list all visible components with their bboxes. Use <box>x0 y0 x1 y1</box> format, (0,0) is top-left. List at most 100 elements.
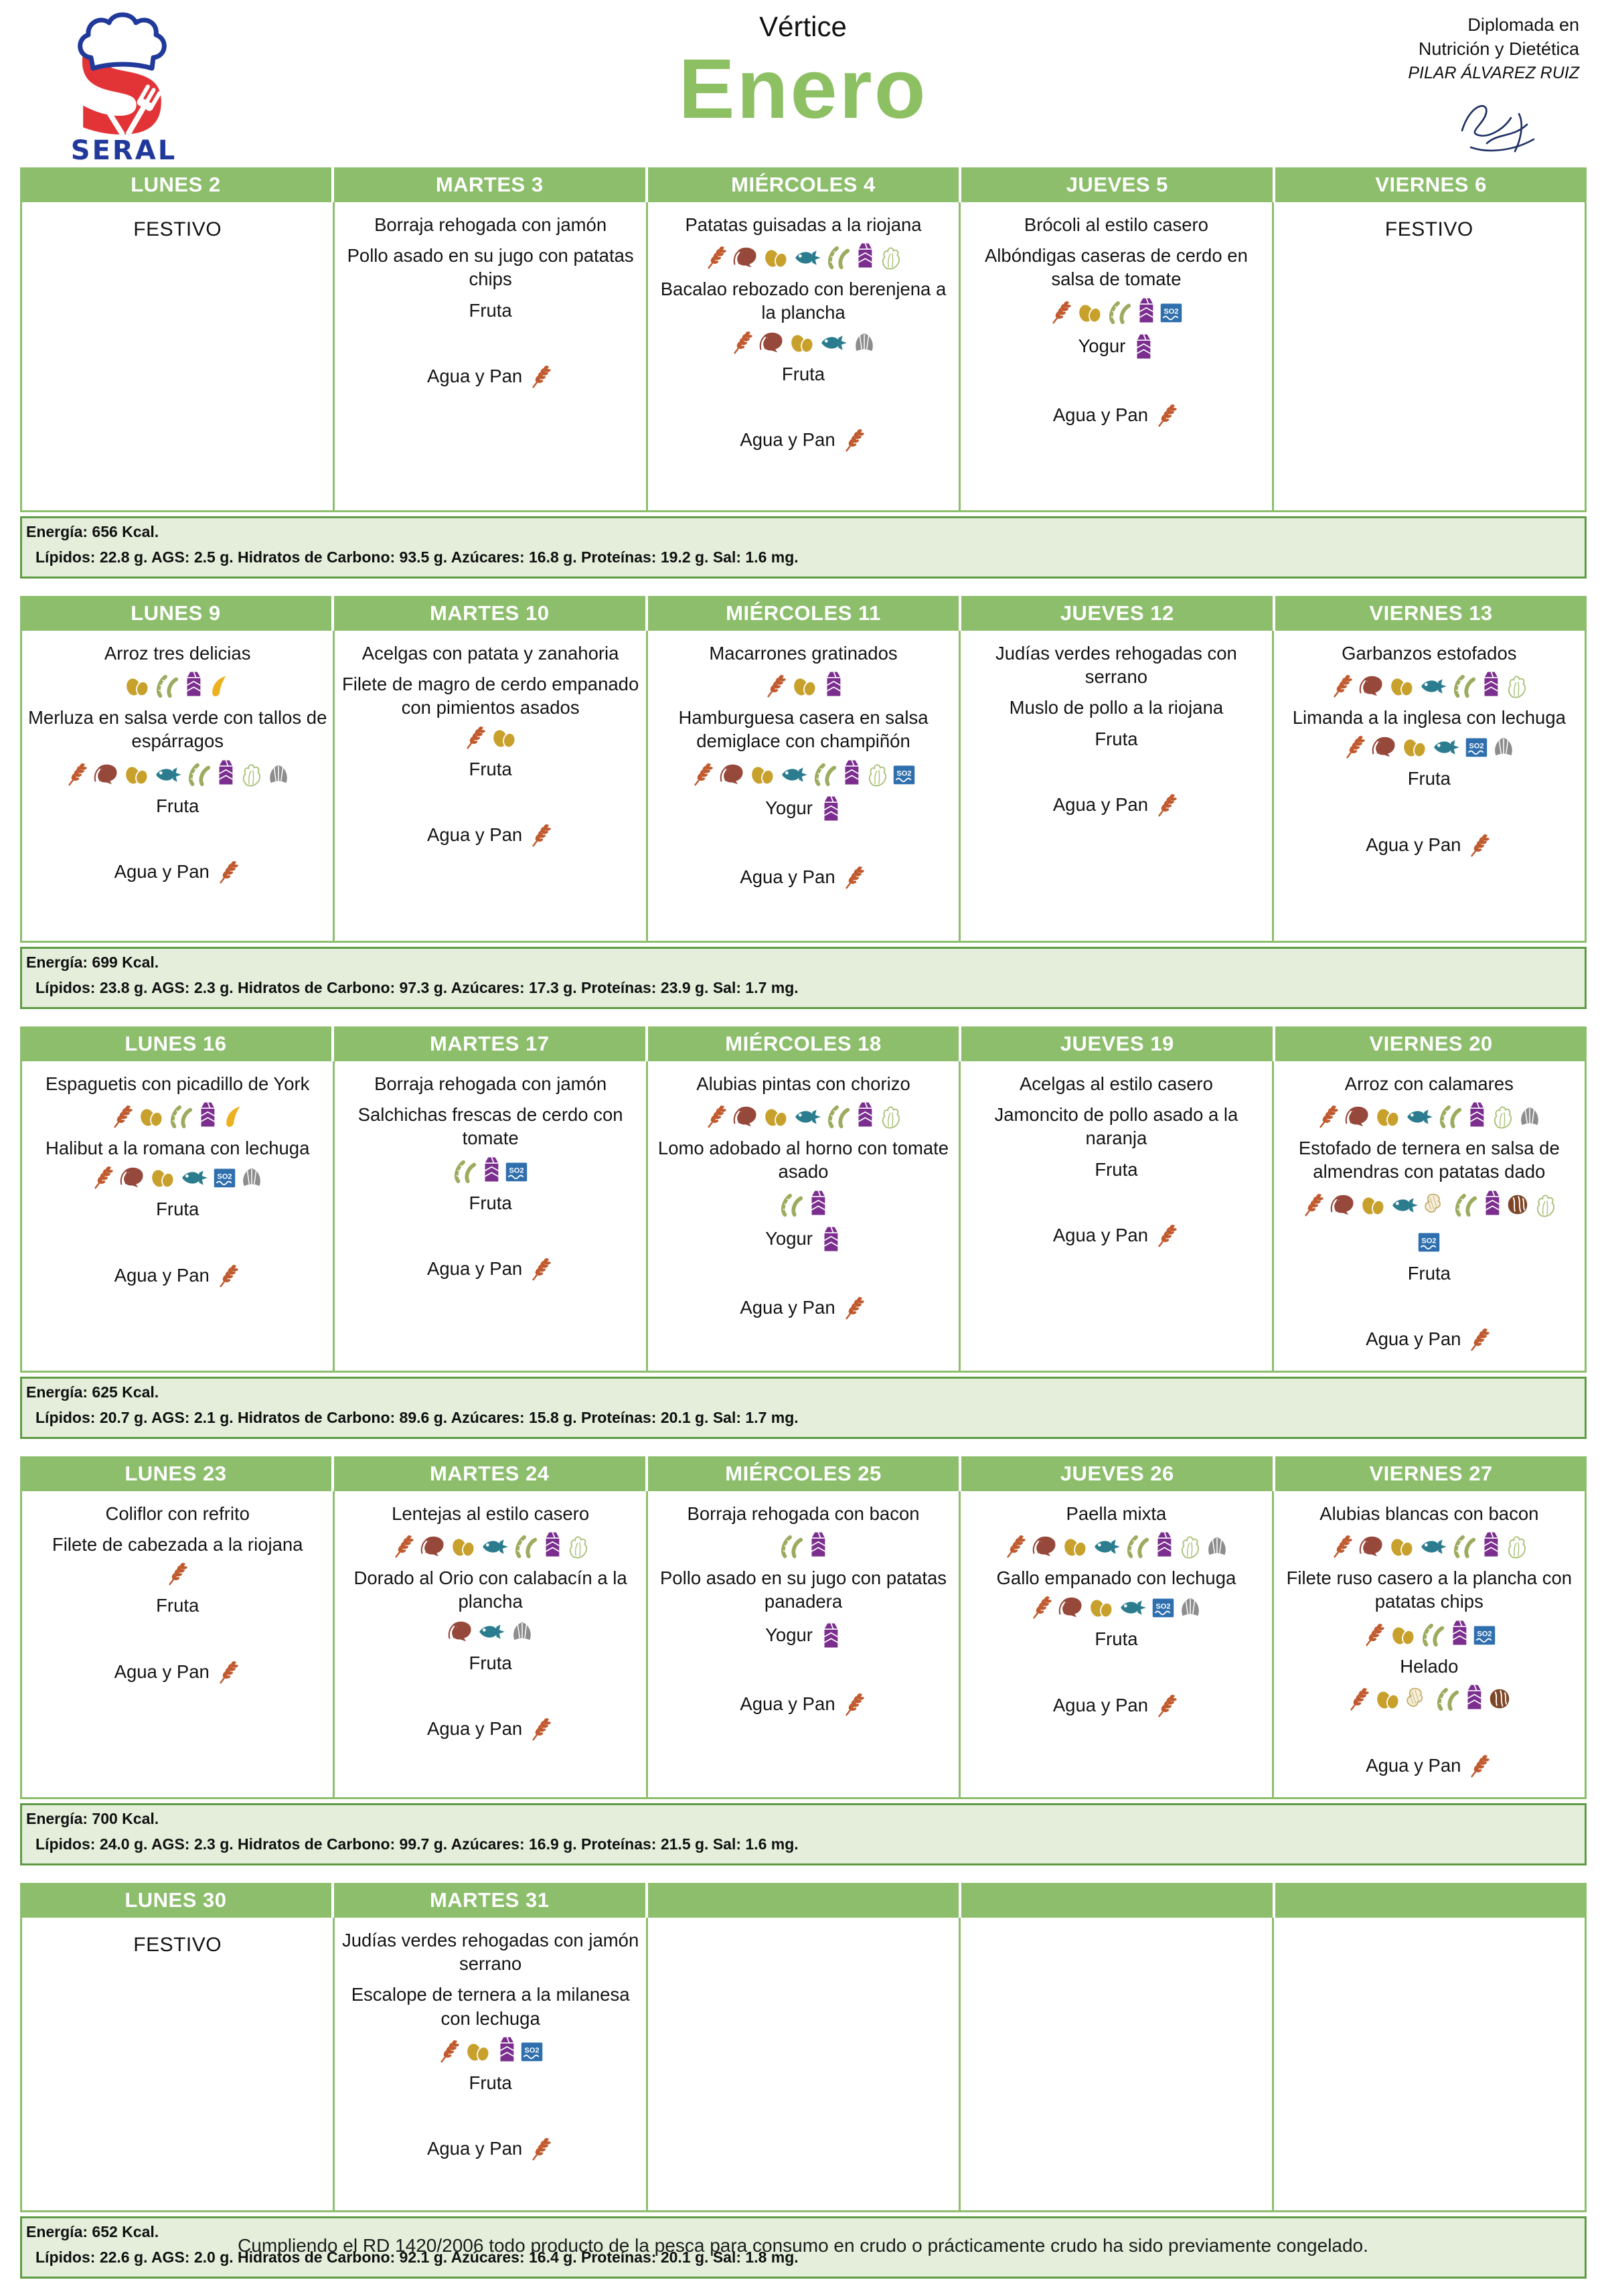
sulfites-allergen-icon <box>519 2039 544 2064</box>
dish-name: Hamburguesa casera en salsa demiglace co… <box>678 707 929 752</box>
allergen-row <box>1278 1618 1581 1647</box>
dish-name: Acelgas al estilo casero <box>1019 1073 1213 1094</box>
crustaceans-allergen-icon <box>1056 1594 1085 1620</box>
credential-line-1: Diplomada en <box>1467 15 1579 35</box>
menu-item: Fruta <box>339 299 641 322</box>
crustaceans-allergen-icon <box>1343 1103 1372 1129</box>
crustaceans-allergen-icon <box>731 244 760 270</box>
dish-name: Agua y Pan <box>652 1295 955 1320</box>
eggs-allergen-icon <box>1076 301 1105 325</box>
allergen-row <box>339 2035 641 2064</box>
milk-allergen-icon <box>181 670 204 698</box>
menu-item: Fruta <box>26 1594 329 1617</box>
sulfites-allergen-icon <box>1417 1229 1441 1254</box>
dish-name: Judías verdes rehogadas con jamón serran… <box>341 1930 639 1975</box>
menu-item: Hamburguesa casera en salsa demiglace co… <box>652 706 955 786</box>
celery-allergen-icon <box>1504 1533 1529 1559</box>
dish-name: Agua y Pan <box>339 364 641 389</box>
gluten-allergen-icon <box>64 761 90 787</box>
menu-item: Arroz con calamares <box>1278 1072 1581 1129</box>
dish-name: Fruta <box>1095 1628 1138 1650</box>
dish-name: Yogur <box>652 794 955 823</box>
week-body: Espaguetis con picadillo de York Halibut … <box>20 1061 1587 1373</box>
nutrition-energy: Energía: 700 Kcal. <box>26 1810 159 1827</box>
nutrition-strip: Energía: 700 Kcal. Lípidos: 24.0 g. AGS: … <box>20 1803 1587 1865</box>
dish-name: Merluza en salsa verde con tallos de esp… <box>28 707 327 752</box>
day-header: MIÉRCOLES 25 <box>645 1456 959 1491</box>
menu-item: Alubias blancas con bacon <box>1278 1502 1581 1559</box>
day-cell: Garbanzos estofados Limanda a la inglesa … <box>1271 631 1585 941</box>
day-header: JUEVES 26 <box>959 1456 1273 1491</box>
week-header-row: LUNES 2 MARTES 3 MIÉRCOLES 4 JUEVES 5 VIERNE… <box>20 167 1587 202</box>
eggs-allergen-icon <box>464 2040 493 2064</box>
dish-name: Agua y Pan <box>965 792 1267 818</box>
day-header: MIÉRCOLES 4 <box>645 167 959 202</box>
eggs-allergen-icon <box>1359 1193 1388 1217</box>
menu-item: FESTIVO <box>1278 213 1581 242</box>
eggs-allergen-icon <box>762 246 791 270</box>
gluten-allergen-icon <box>704 244 729 270</box>
menu-item: Halibut a la romana con lechuga <box>26 1136 329 1190</box>
molluscs-allergen-icon <box>266 761 291 787</box>
gluten-allergen-icon <box>1346 1686 1372 1711</box>
menu-item: Jamoncito de pollo asado a la naranja <box>965 1103 1267 1150</box>
dish-name: Borraja rehogada con bacon <box>687 1503 920 1524</box>
menu-item: Agua y Pan <box>26 859 329 885</box>
gluten-allergen-icon <box>1362 1622 1387 1647</box>
menu-item <box>1278 1225 1581 1254</box>
celery-allergen-icon <box>1177 1533 1202 1559</box>
milk-allergen-icon <box>1479 1530 1502 1559</box>
fish-allergen-icon <box>477 1620 507 1644</box>
sulfites-allergen-icon <box>212 1165 237 1190</box>
molluscs-allergen-icon <box>1178 1594 1203 1620</box>
chef-hat-icon <box>78 12 167 71</box>
gluten-allergen-icon <box>1467 1753 1492 1778</box>
gluten-allergen-icon <box>463 724 488 750</box>
soy-allergen-icon <box>186 761 212 787</box>
week-body: Arroz tres delicias Merluza en salsa verd… <box>20 631 1587 943</box>
gluten-allergen-icon <box>1029 1594 1054 1620</box>
fork-icon <box>126 84 162 137</box>
gluten-allergen-icon <box>1315 1103 1341 1129</box>
soy-allergen-icon <box>812 761 837 787</box>
day-cell: Coliflor con refrito Filete de cabezada a… <box>22 1491 333 1797</box>
nuts-allergen-icon <box>1487 1686 1512 1711</box>
spoon-icon <box>90 88 125 137</box>
menu-item: Agua y Pan <box>1278 1753 1581 1778</box>
crustaceans-allergen-icon <box>1030 1533 1059 1559</box>
eggs-allergen-icon <box>1389 1623 1418 1647</box>
menu-item: Agua y Pan <box>652 864 955 890</box>
fish-allergen-icon <box>480 1535 511 1559</box>
dish-name: Arroz tres delicias <box>104 643 251 664</box>
day-cell: FESTIVO <box>22 1918 333 2210</box>
day-cell: Alubias pintas con chorizo Lomo adobado a… <box>645 1061 959 1371</box>
celery-allergen-icon <box>864 761 890 787</box>
soy-allergen-icon <box>825 244 851 270</box>
day-header <box>959 1883 1273 1918</box>
menu-item: Fruta <box>339 1651 641 1675</box>
molluscs-allergen-icon <box>1491 734 1516 759</box>
milk-allergen-icon <box>806 1530 829 1559</box>
day-cell: Alubias blancas con bacon Filete ruso cas… <box>1271 1491 1585 1797</box>
dish-name: Fruta <box>1407 768 1451 789</box>
page-header: S SERAL Vértice Enero Diplomada en Nutri… <box>0 0 1606 167</box>
menu-item: Filete ruso casero a la plancha con pata… <box>1278 1566 1581 1647</box>
milk-allergen-icon <box>1479 670 1502 698</box>
allergen-row <box>26 1164 329 1190</box>
soy-allergen-icon <box>1451 673 1477 698</box>
allergen-row <box>965 1530 1267 1559</box>
menu-item: Brócoli al estilo casero <box>965 213 1267 236</box>
dish-name: Lomo adobado al horno con tomate asado <box>657 1138 949 1182</box>
menu-item: FESTIVO <box>26 213 329 242</box>
dish-name: Agua y Pan <box>339 1716 641 1742</box>
allergen-row <box>965 1594 1267 1620</box>
menu-item: Fruta <box>1278 1261 1581 1285</box>
gluten-allergen-icon <box>1154 1693 1180 1718</box>
menu-item: Agua y Pan <box>965 792 1267 818</box>
celery-allergen-icon <box>1532 1192 1558 1217</box>
milk-allergen-icon <box>821 670 844 698</box>
menu-item: Fruta <box>965 1158 1267 1181</box>
gluten-allergen-icon <box>1154 1223 1180 1248</box>
soy-allergen-icon <box>779 1192 804 1217</box>
allergen-row <box>1278 1100 1581 1129</box>
